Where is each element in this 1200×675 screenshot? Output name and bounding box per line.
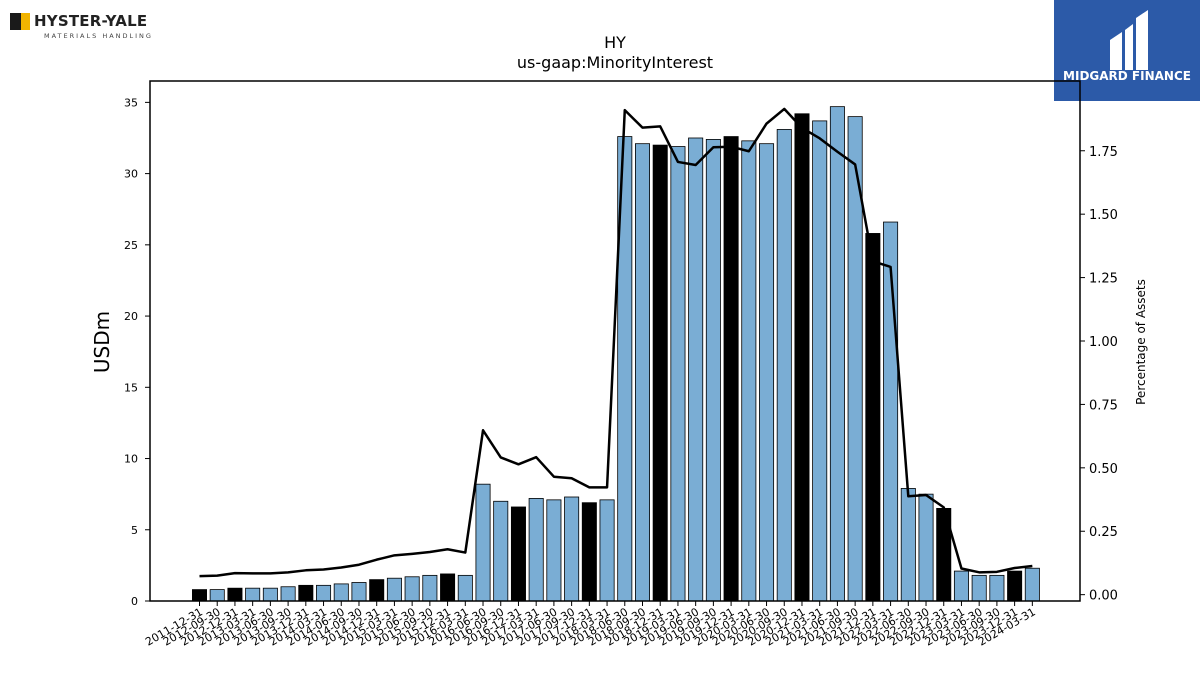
y-tick-label: 30 bbox=[124, 168, 138, 181]
bar-2016-03-31 bbox=[457, 574, 473, 602]
bar-2022-09-30 bbox=[918, 493, 934, 602]
bar-2016-06-30 bbox=[475, 483, 491, 602]
bar-2021-03-31 bbox=[812, 120, 828, 602]
bar-2021-06-30 bbox=[829, 106, 845, 602]
y-tick-label: 20 bbox=[124, 310, 138, 323]
bar-2013-12-31 bbox=[298, 584, 314, 602]
bar-2012-12-31 bbox=[227, 587, 243, 602]
hyster-yale-logo-mark-icon bbox=[10, 13, 30, 30]
midgard-finance-logo: MIDGARD FINANCE bbox=[1054, 0, 1200, 101]
y2-tick-label: 0.50 bbox=[1089, 462, 1118, 477]
bar-2020-09-30 bbox=[776, 129, 792, 602]
bar-2014-06-30 bbox=[333, 583, 349, 602]
y2-axis-label: Percentage of Assets bbox=[1134, 279, 1148, 405]
bar-2023-03-31 bbox=[953, 570, 969, 602]
bar-2015-12-31 bbox=[440, 573, 456, 602]
y2-tick-label: 1.00 bbox=[1089, 335, 1118, 350]
y-tick-label: 0 bbox=[131, 595, 138, 608]
hyster-yale-logo: HYSTER-YALE MATERIALS HANDLING bbox=[8, 10, 158, 44]
bar-2023-12-31 bbox=[1007, 570, 1023, 602]
bar-2016-09-30 bbox=[493, 500, 509, 602]
midgard-logo-glyph-icon bbox=[1110, 10, 1148, 70]
axes-group: 0 5 10 15 20 25 30 35 0.00 0.25 0.50 0.75 1.00 1.25 1.… bbox=[124, 80, 1118, 649]
bar-2017-09-30 bbox=[564, 496, 580, 602]
percentage-line-group bbox=[199, 107, 1033, 578]
bar-2013-03-31 bbox=[245, 587, 261, 602]
bar-2020-06-30 bbox=[759, 143, 775, 602]
bar-2024-03-31 bbox=[1024, 567, 1040, 602]
chart-title: HY bbox=[604, 33, 626, 52]
bar-2020-12-31 bbox=[794, 113, 810, 602]
y-tick-label: 5 bbox=[131, 524, 138, 537]
bar-2018-03-31 bbox=[599, 499, 615, 602]
midgard-finance-logo-name: MIDGARD FINANCE bbox=[1063, 69, 1191, 83]
bar-2014-12-31 bbox=[369, 579, 385, 602]
bar-2023-09-30 bbox=[989, 574, 1005, 602]
y2-tick-label: 0.25 bbox=[1089, 525, 1118, 540]
hyster-yale-logo-subtitle: MATERIALS HANDLING bbox=[44, 32, 153, 40]
y-tick-label: 35 bbox=[124, 96, 138, 109]
chart-subtitle: us-gaap:MinorityInterest bbox=[517, 53, 713, 72]
y-tick-label: 15 bbox=[124, 381, 138, 394]
bar-2011-12-31 bbox=[191, 589, 207, 602]
bar-2019-12-31 bbox=[723, 136, 739, 602]
y2-tick-label: 1.50 bbox=[1089, 208, 1118, 223]
y-axis-label: USDm bbox=[90, 311, 114, 373]
bar-2013-06-30 bbox=[262, 587, 278, 602]
bar-2017-12-31 bbox=[581, 502, 597, 602]
bar-2021-12-31 bbox=[865, 233, 881, 602]
bar-2018-12-31 bbox=[652, 144, 668, 602]
y-tick-label: 10 bbox=[124, 453, 138, 466]
y2-tick-label: 1.25 bbox=[1089, 272, 1118, 287]
bar-2014-03-31 bbox=[316, 584, 332, 602]
bar-2023-06-30 bbox=[971, 574, 987, 602]
bar-2015-06-30 bbox=[404, 576, 420, 602]
bar-2022-06-30 bbox=[900, 488, 916, 602]
bar-2017-06-30 bbox=[546, 499, 562, 602]
y2-tick-label: 0.75 bbox=[1089, 398, 1118, 413]
percentage-line bbox=[199, 107, 1033, 578]
bar-2016-12-31 bbox=[510, 506, 526, 602]
bar-2019-03-31 bbox=[670, 146, 686, 602]
y2-tick-label: 0.00 bbox=[1089, 589, 1118, 604]
bar-2020-03-31 bbox=[741, 140, 757, 602]
bar-2015-09-30 bbox=[422, 574, 438, 602]
bar-2019-09-30 bbox=[705, 139, 721, 602]
bar-2017-03-31 bbox=[528, 498, 544, 602]
y2-tick-label: 1.75 bbox=[1089, 145, 1118, 160]
bar-2014-09-30 bbox=[351, 582, 367, 602]
bar-2018-09-30 bbox=[635, 143, 651, 602]
bar-2013-09-30 bbox=[280, 586, 296, 602]
bar-2019-06-30 bbox=[688, 137, 704, 602]
bar-2012-09-30 bbox=[209, 589, 225, 602]
bar-group bbox=[191, 106, 1040, 602]
hyster-yale-logo-name: HYSTER-YALE bbox=[34, 12, 148, 30]
y-tick-label: 25 bbox=[124, 239, 138, 252]
bar-2015-03-31 bbox=[386, 577, 402, 602]
